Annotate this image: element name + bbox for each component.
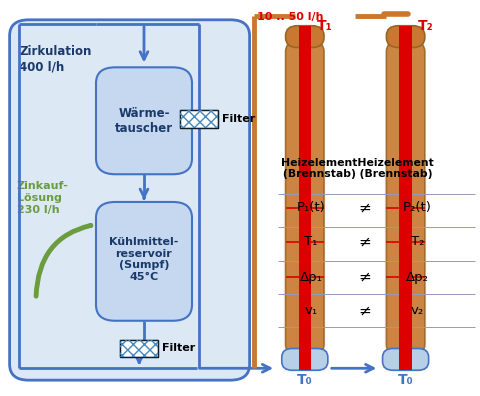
Text: HeizelementHeizelement
(Brennstab) (Brennstab): HeizelementHeizelement (Brennstab) (Bren…	[281, 158, 434, 179]
Text: T₀: T₀	[397, 373, 413, 387]
Bar	[180, 110, 218, 128]
Bar	[283, 174, 326, 372]
Bar	[180, 110, 218, 128]
Text: T₁: T₁	[317, 19, 333, 33]
FancyBboxPatch shape	[383, 348, 429, 370]
FancyBboxPatch shape	[286, 26, 324, 48]
Text: 10 .. 50 l/h: 10 .. 50 l/h	[257, 11, 324, 22]
Text: ≠: ≠	[359, 303, 371, 318]
Text: v₂: v₂	[411, 305, 424, 317]
Bar	[399, 26, 412, 370]
FancyBboxPatch shape	[96, 202, 192, 321]
FancyBboxPatch shape	[282, 348, 328, 370]
Text: Zinkauf-
Lösung
230 l/h: Zinkauf- Lösung 230 l/h	[17, 181, 69, 215]
Bar	[120, 340, 158, 357]
FancyBboxPatch shape	[386, 26, 425, 48]
Text: Δp₁: Δp₁	[300, 271, 323, 284]
Text: ≠: ≠	[359, 270, 371, 285]
FancyBboxPatch shape	[10, 20, 250, 380]
Text: ≠: ≠	[359, 234, 371, 249]
FancyArrowPatch shape	[36, 225, 91, 296]
Text: T₀: T₀	[297, 373, 312, 387]
Text: ≠: ≠	[359, 200, 371, 215]
Text: T₂: T₂	[418, 19, 433, 33]
FancyBboxPatch shape	[286, 42, 324, 354]
Text: Filter: Filter	[222, 114, 255, 124]
Text: Zirkulation
400 l/h: Zirkulation 400 l/h	[19, 46, 92, 73]
Text: Δp₂: Δp₂	[406, 271, 429, 284]
Bar	[299, 26, 311, 370]
FancyBboxPatch shape	[96, 67, 192, 174]
Text: Filter: Filter	[162, 343, 195, 354]
Text: v₁: v₁	[304, 305, 318, 317]
Text: P₂(t): P₂(t)	[403, 202, 432, 214]
FancyBboxPatch shape	[386, 42, 425, 354]
Text: Kühlmittel-
reservoir
(Sumpf)
45°C: Kühlmittel- reservoir (Sumpf) 45°C	[109, 237, 179, 282]
Text: T₁: T₁	[304, 235, 318, 248]
Bar	[120, 340, 158, 357]
Text: P₁(t): P₁(t)	[297, 202, 325, 214]
Text: Wärme-
tauscher: Wärme- tauscher	[115, 107, 173, 135]
Text: T₂: T₂	[411, 235, 424, 248]
Bar	[384, 174, 427, 372]
